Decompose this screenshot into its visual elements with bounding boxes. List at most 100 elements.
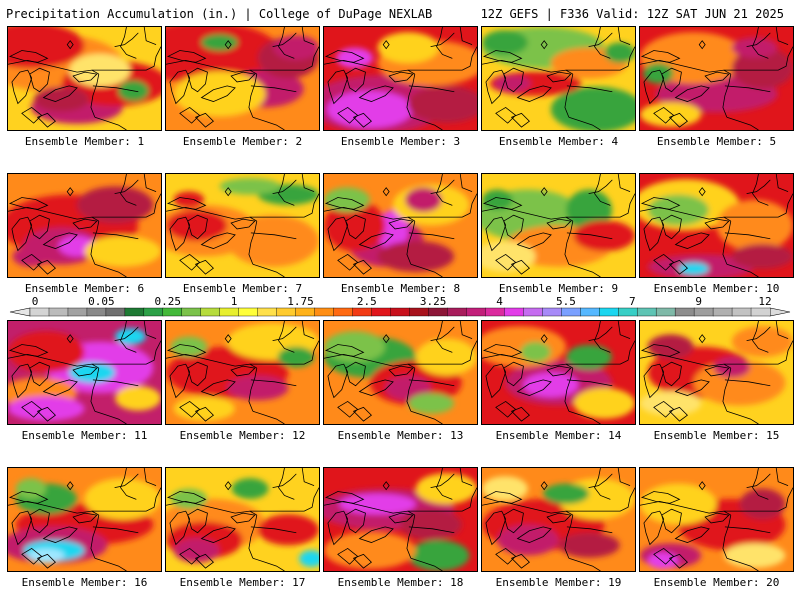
precip-contour — [716, 199, 793, 252]
precip-contour — [573, 387, 635, 419]
state-border — [723, 193, 793, 218]
colorbar-swatch — [428, 307, 448, 317]
state-border — [249, 487, 319, 512]
great-lake-outline — [200, 85, 236, 102]
great-lake-outline — [674, 232, 710, 249]
colorbar-tick-label: 2.5 — [357, 296, 377, 308]
state-border — [249, 46, 319, 71]
colorbar-swatch — [295, 307, 316, 317]
state-border — [408, 232, 455, 240]
state-border — [143, 468, 157, 487]
ensemble-panel — [323, 320, 478, 425]
colorbar-tick-label: 0.25 — [154, 296, 181, 308]
panel-label: Ensemble Member: 19 — [495, 576, 622, 589]
great-lake-outline — [503, 508, 524, 534]
precip-contour — [550, 86, 635, 130]
state-border — [248, 74, 258, 118]
colorbar-max-arrow — [769, 307, 791, 317]
state-border — [90, 368, 100, 412]
colorbar-swatch — [143, 307, 164, 317]
state-border — [588, 326, 613, 342]
great-lake-outline — [42, 85, 78, 102]
precip-contour — [482, 476, 528, 501]
precip-contour — [27, 548, 65, 563]
great-lake-outline — [42, 232, 78, 249]
location-marker-icon — [698, 481, 706, 491]
great-lake-outline — [72, 512, 98, 524]
great-lake-outline — [485, 216, 507, 252]
state-border — [249, 340, 319, 365]
great-lake-outline — [674, 526, 710, 543]
precip-contour — [640, 483, 717, 525]
precip-contour — [523, 372, 579, 398]
great-lake-outline — [187, 67, 208, 93]
great-lake-outline — [194, 112, 214, 128]
great-lake-outline — [166, 491, 207, 504]
great-lake-outline — [200, 232, 236, 249]
great-lake-outline — [661, 508, 682, 534]
great-lake-outline — [230, 218, 256, 230]
ensemble-panel — [165, 320, 320, 425]
state-border — [408, 85, 455, 93]
state-border — [91, 46, 161, 71]
great-lake-outline — [640, 344, 681, 357]
precip-contour — [604, 42, 635, 64]
precip-contour — [566, 189, 613, 231]
colorbar-swatch — [618, 307, 638, 317]
ensemble-panel — [323, 173, 478, 278]
colorbar-swatch — [333, 307, 354, 317]
great-lake-outline — [194, 406, 214, 422]
state-border — [410, 116, 443, 130]
precip-contour — [15, 478, 47, 499]
location-marker-icon — [66, 40, 74, 50]
state-border — [565, 193, 635, 218]
great-lake-outline — [187, 508, 208, 534]
state-border — [166, 206, 258, 222]
state-border — [248, 221, 258, 265]
state-border — [143, 321, 157, 340]
precip-contour — [558, 532, 620, 558]
panel-label: Ensemble Member: 8 — [340, 282, 461, 295]
great-lake-outline — [640, 491, 681, 504]
panel-label: Ensemble Member: 9 — [498, 282, 619, 295]
state-border — [594, 321, 611, 353]
great-lake-outline — [187, 214, 208, 240]
precip-contour — [227, 375, 289, 401]
precip-contour — [731, 47, 793, 89]
state-border — [565, 46, 635, 71]
precip-contour — [640, 391, 702, 416]
state-border — [722, 515, 732, 559]
state-border — [640, 59, 732, 75]
state-border — [408, 526, 455, 534]
colorbar-tick-label: 4 — [496, 296, 503, 308]
great-lake-outline — [352, 553, 372, 569]
colorbar-swatch — [674, 307, 695, 317]
precip-contour — [731, 326, 793, 358]
panel-label: Ensemble Member: 3 — [340, 135, 461, 148]
great-lake-outline — [327, 216, 349, 252]
precip-contour — [482, 30, 528, 55]
state-border — [301, 27, 315, 46]
great-lake-outline — [503, 214, 524, 240]
state-border — [407, 487, 477, 512]
precip-contour — [497, 524, 559, 556]
state-border — [568, 557, 601, 571]
location-marker-icon — [382, 481, 390, 491]
state-border — [430, 473, 455, 489]
precip-contour — [377, 240, 455, 272]
precip-contour — [400, 509, 462, 541]
state-border — [436, 174, 453, 206]
precip-contour — [377, 32, 439, 64]
great-lake-outline — [516, 232, 552, 249]
precip-contour — [713, 357, 751, 378]
precip-contour — [115, 385, 161, 411]
location-marker-icon — [224, 40, 232, 50]
ensemble-panel — [323, 467, 478, 572]
state-border — [594, 174, 611, 206]
state-border — [459, 174, 473, 193]
precip-map — [166, 468, 319, 571]
colorbar-swatch — [352, 307, 373, 317]
precip-contour — [494, 75, 531, 92]
state-border — [166, 500, 258, 516]
precip-map — [166, 27, 319, 130]
